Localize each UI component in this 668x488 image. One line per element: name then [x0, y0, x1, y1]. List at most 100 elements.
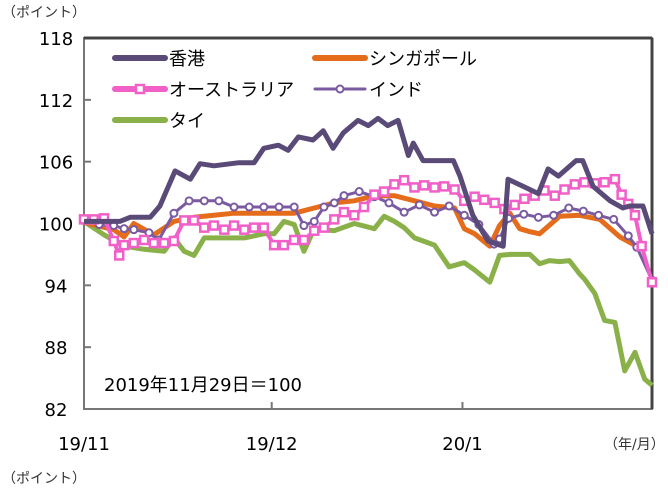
data-point [258, 222, 270, 233]
legend-item: シンガポール [312, 49, 477, 70]
x-axis-unit-label: （年/月） [604, 437, 665, 453]
legend-label: オーストラリア [169, 80, 294, 101]
data-point [319, 202, 329, 212]
data-point [399, 207, 409, 217]
legend-marker [335, 84, 345, 94]
data-point [329, 214, 340, 225]
data-point [414, 200, 424, 210]
y-tick-label: 112 [39, 91, 73, 112]
legend-label: 香港 [169, 49, 205, 70]
data-point [629, 210, 641, 221]
data-point [418, 180, 430, 191]
data-point [148, 237, 160, 249]
data-point [268, 239, 280, 251]
data-point [169, 208, 179, 218]
data-point [289, 202, 299, 212]
y-axis-unit-label: （ポイント） [2, 5, 86, 21]
data-point [239, 224, 250, 235]
data-point [129, 225, 139, 235]
data-point [533, 212, 543, 222]
data-point [299, 221, 309, 231]
data-point [623, 231, 633, 241]
legend-label: シンガポール [369, 49, 477, 70]
data-point [509, 199, 520, 211]
x-tick-label: 19/11 [58, 434, 110, 455]
data-point [118, 239, 130, 251]
data-point [646, 276, 658, 288]
data-point [369, 189, 380, 200]
data-point [409, 182, 420, 193]
data-point [438, 181, 450, 192]
data-point [199, 196, 209, 206]
series-line [84, 115, 655, 249]
x-axis: 19/11 19/12 20/1 [58, 402, 483, 455]
data-point [578, 206, 588, 216]
data-point [549, 190, 561, 201]
data-point [178, 215, 190, 226]
base-date-annotation: 2019年11月29日＝100 [104, 375, 302, 396]
data-point [564, 203, 574, 213]
data-point [469, 191, 480, 202]
data-point [278, 239, 290, 251]
data-point [616, 189, 627, 200]
legend-label: タイ [169, 111, 205, 132]
data-point [248, 222, 260, 233]
y-tick-label: 118 [39, 29, 73, 50]
data-point [449, 184, 460, 195]
data-point [489, 197, 500, 209]
data-point [479, 194, 490, 206]
data-point [636, 240, 647, 252]
data-point [354, 187, 364, 197]
data-point [594, 210, 604, 220]
data-point [579, 177, 590, 188]
legend-item: 香港 [112, 49, 205, 70]
data-point [444, 201, 454, 211]
data-point [519, 193, 530, 205]
data-point [389, 179, 400, 190]
data-point [168, 235, 180, 247]
y-tick-label: 88 [45, 338, 68, 359]
data-point [609, 214, 619, 224]
series-2 [78, 173, 658, 288]
x-tick-label: 20/1 [442, 434, 482, 455]
y-axis: 118 112 106 100 94 88 82 [39, 29, 91, 421]
y-tick-label: 94 [45, 276, 68, 297]
y-tick-label: 100 [39, 215, 73, 236]
y-tick-label: 106 [39, 153, 73, 174]
data-point [429, 182, 440, 193]
series-line [82, 213, 654, 388]
legend-label: インド [369, 80, 423, 101]
data-point [308, 225, 320, 236]
data-point [519, 209, 529, 219]
data-point [559, 184, 570, 195]
series-group [78, 115, 658, 388]
data-point [609, 173, 621, 185]
data-point [138, 234, 150, 246]
data-point [259, 202, 269, 212]
data-point [298, 234, 310, 246]
legend-item: インド [313, 80, 423, 101]
data-point [184, 196, 194, 206]
data-point [244, 202, 254, 212]
data-point [430, 207, 440, 217]
data-point [329, 198, 339, 208]
data-point [378, 186, 390, 197]
data-point [274, 202, 284, 212]
data-point [113, 250, 125, 261]
legend-item: タイ [112, 111, 205, 132]
y-tick-label: 82 [45, 400, 68, 421]
data-point [214, 196, 224, 206]
data-point [229, 202, 239, 212]
data-point [128, 237, 140, 249]
series-4 [82, 213, 654, 388]
data-point [318, 222, 330, 233]
data-point [569, 179, 581, 190]
data-point [219, 224, 230, 235]
data-point [459, 210, 469, 220]
data-point [339, 191, 349, 201]
data-point [188, 215, 200, 226]
data-point [398, 174, 410, 186]
data-point [549, 210, 559, 220]
